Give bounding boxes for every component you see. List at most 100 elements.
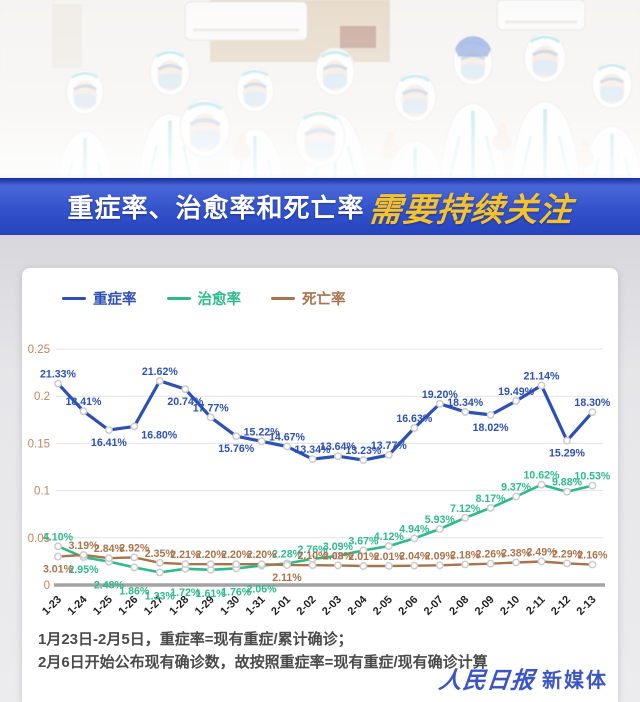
svg-text:2.06%: 2.06% (247, 584, 278, 596)
chart-card: 重症率 治愈率 死亡率 0 0.05 0.1 0.15 0.2 0.25 1-23 1-24 1… (22, 268, 618, 702)
svg-text:10.53%: 10.53% (574, 471, 611, 483)
svg-text:2-12: 2-12 (549, 594, 573, 618)
svg-text:4.94%: 4.94% (399, 523, 430, 535)
svg-text:21.33%: 21.33% (40, 369, 77, 381)
svg-text:4.10%: 4.10% (43, 531, 74, 543)
svg-text:9.88%: 9.88% (552, 477, 583, 489)
svg-text:0.2: 0.2 (34, 391, 50, 403)
svg-text:3.09%: 3.09% (323, 541, 354, 553)
svg-text:0.1: 0.1 (34, 486, 50, 498)
svg-text:2-10: 2-10 (498, 594, 522, 618)
svg-text:2.76%: 2.76% (297, 544, 328, 556)
legend-item-cure-rate: 治愈率 (166, 288, 242, 309)
svg-text:18.02%: 18.02% (473, 422, 510, 434)
svg-text:8.17%: 8.17% (476, 493, 507, 505)
svg-text:2-02: 2-02 (295, 594, 319, 618)
peoples-daily-logo: 人民日报 新媒体 (437, 661, 608, 695)
svg-text:13.77%: 13.77% (371, 440, 408, 452)
legend-label-cure: 治愈率 (197, 292, 242, 308)
svg-text:1-25: 1-25 (91, 594, 115, 618)
svg-text:16.80%: 16.80% (141, 429, 178, 441)
svg-text:2.20%: 2.20% (196, 549, 227, 561)
svg-text:14.67%: 14.67% (269, 432, 306, 444)
svg-text:7.12%: 7.12% (450, 503, 481, 515)
svg-text:2.84%: 2.84% (94, 543, 125, 555)
logo-script-text: 人民日报 (437, 668, 537, 693)
svg-text:2.49%: 2.49% (526, 547, 557, 559)
svg-text:2-06: 2-06 (396, 594, 420, 618)
medical-workers-illustration (0, 0, 640, 178)
svg-text:2.26%: 2.26% (476, 549, 507, 561)
svg-text:2-05: 2-05 (371, 594, 395, 618)
svg-text:13.34%: 13.34% (295, 444, 332, 456)
hero-photo (0, 0, 640, 178)
svg-text:2.35%: 2.35% (145, 548, 176, 560)
svg-text:2.48%: 2.48% (94, 580, 125, 592)
svg-text:2.04%: 2.04% (399, 551, 430, 563)
svg-text:1.76%: 1.76% (221, 586, 252, 598)
svg-text:20.74%: 20.74% (167, 396, 204, 408)
svg-text:16.41%: 16.41% (91, 437, 128, 449)
svg-text:2.28%: 2.28% (272, 549, 303, 561)
svg-text:13.23%: 13.23% (345, 445, 382, 457)
svg-text:21.62%: 21.62% (142, 366, 179, 378)
svg-text:2-04: 2-04 (345, 593, 370, 618)
svg-text:1-23: 1-23 (40, 594, 64, 618)
svg-text:2.08%: 2.08% (323, 550, 354, 562)
legend-swatch-cure (166, 296, 191, 301)
svg-text:2.95%: 2.95% (68, 564, 99, 576)
legend-swatch-severe (62, 296, 86, 301)
svg-text:2-08: 2-08 (447, 594, 471, 618)
svg-text:1-24: 1-24 (66, 593, 91, 618)
svg-text:3.67%: 3.67% (348, 535, 379, 547)
svg-text:2.10%: 2.10% (297, 550, 328, 562)
banner-title: 重症率、治愈率和死亡率 (67, 193, 365, 223)
svg-text:2.01%: 2.01% (348, 551, 379, 563)
svg-text:1.86%: 1.86% (119, 585, 150, 597)
svg-text:2-07: 2-07 (422, 594, 446, 618)
svg-text:2-01: 2-01 (269, 594, 293, 618)
footnote-line-2: 2月6日开始公布现有确诊数，故按照重症率=现有重症/现有确诊计算 (38, 654, 488, 671)
svg-text:2.20%: 2.20% (247, 549, 278, 561)
legend-item-death-rate: 死亡率 (271, 288, 346, 309)
svg-text:2.92%: 2.92% (119, 542, 150, 554)
svg-text:2.11%: 2.11% (272, 572, 302, 584)
footnote-line-1: 1月23日-2月5日，重症率=现有重症/累计确诊； (38, 631, 353, 648)
svg-text:2.29%: 2.29% (552, 548, 583, 560)
chart-legend: 重症率 治愈率 死亡率 (62, 288, 346, 309)
svg-text:0.25: 0.25 (28, 344, 50, 356)
logo-suffix-text: 新媒体 (542, 670, 608, 692)
svg-text:1.33%: 1.33% (145, 590, 176, 602)
content-area: 重症率 治愈率 死亡率 0 0.05 0.1 0.15 0.2 0.25 1-23 1-24 1… (0, 235, 640, 702)
legend-swatch-death (271, 296, 295, 301)
svg-text:18.34%: 18.34% (447, 397, 484, 409)
svg-text:21.14%: 21.14% (524, 370, 561, 382)
svg-text:18.41%: 18.41% (66, 396, 103, 408)
svg-text:1.61%: 1.61% (196, 588, 227, 600)
legend-label-severe: 重症率 (93, 292, 137, 308)
svg-text:2.09%: 2.09% (425, 550, 456, 562)
title-banner: 重症率、治愈率和死亡率 需要持续关注 (0, 178, 640, 235)
svg-text:19.49%: 19.49% (498, 386, 535, 398)
banner-title-highlight: 需要持续关注 (366, 190, 574, 228)
svg-text:0.05: 0.05 (28, 533, 50, 545)
svg-text:0: 0 (44, 580, 50, 592)
svg-text:2.20%: 2.20% (221, 549, 252, 561)
svg-text:5.93%: 5.93% (425, 514, 456, 526)
svg-text:10.62%: 10.62% (524, 470, 561, 482)
svg-text:2-11: 2-11 (524, 594, 548, 618)
svg-text:2.21%: 2.21% (170, 549, 201, 561)
chart-footnote: 1月23日-2月5日，重症率=现有重症/累计确诊； 2月6日开始公布现有确诊数，… (38, 628, 488, 674)
svg-text:19.20%: 19.20% (422, 389, 459, 401)
svg-text:15.29%: 15.29% (549, 448, 586, 460)
svg-text:17.77%: 17.77% (193, 402, 230, 414)
svg-text:4.12%: 4.12% (374, 531, 405, 543)
svg-text:2.01%: 2.01% (374, 551, 405, 563)
svg-text:2.16%: 2.16% (577, 550, 608, 562)
svg-text:3.19%: 3.19% (68, 540, 99, 552)
svg-text:15.76%: 15.76% (218, 443, 255, 455)
svg-text:2-03: 2-03 (320, 594, 344, 618)
svg-text:3.01%: 3.01% (43, 564, 74, 576)
svg-text:2.18%: 2.18% (450, 549, 481, 561)
